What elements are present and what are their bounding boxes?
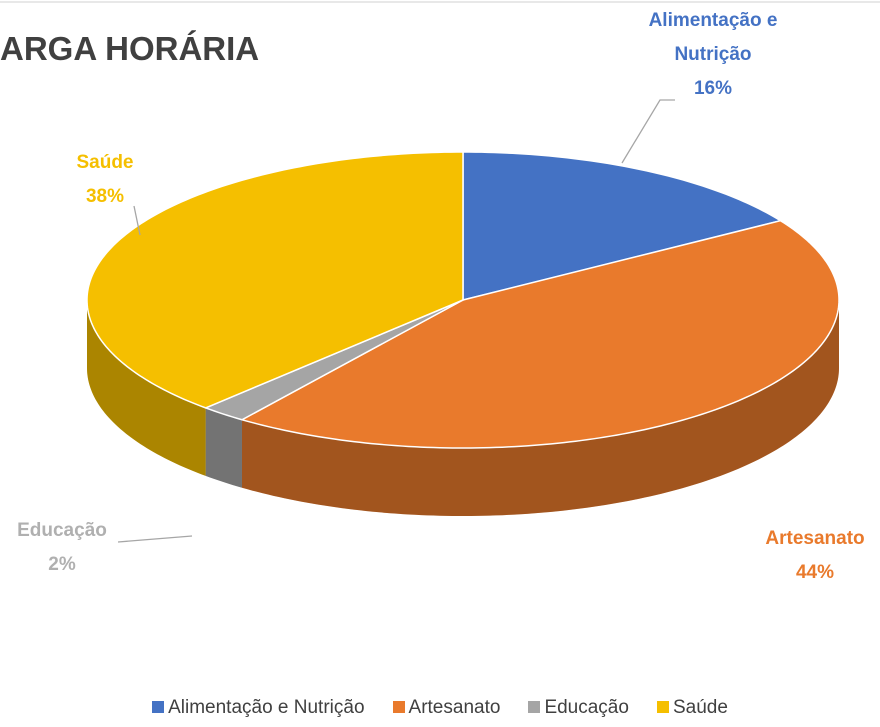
data-label: Alimentação e Nutrição 16% [623,4,803,106]
data-label-value: 44% [795,562,835,583]
data-label-name: Artesanato [765,528,865,549]
data-label: Artesanato 44% [735,522,880,590]
legend-label: Artesanato [408,697,501,718]
slice-side-shade [205,407,242,488]
data-label-value: 2% [48,554,76,575]
legend-swatch [528,701,541,713]
slice-side-shade [241,300,840,516]
legend-label: Alimentação e Nutrição [168,697,365,718]
legend-item: Saúde [656,697,728,719]
legend-item: Alimentação e Nutrição [152,697,365,719]
leader-line [117,535,193,543]
data-label-name: Saúde [76,152,134,173]
leader-line [133,205,141,236]
data-label-name: Alimentação e Nutrição [648,10,778,65]
data-label-value: 16% [693,78,733,99]
legend-swatch [152,701,165,713]
data-label: Educação 2% [0,514,124,582]
slice [241,219,840,449]
legend-label: Educação [544,697,629,718]
data-label: Saúde 38% [45,146,165,214]
legend: Alimentação e Nutrição Artesanato Educação… [0,697,880,719]
data-label-name: Educação [17,520,107,541]
slice [86,151,464,409]
data-label-value: 38% [85,186,125,207]
leader-line [621,99,675,164]
slice-side [205,407,242,488]
legend-item: Artesanato [392,697,501,719]
slice-side-shade [87,300,206,476]
legend-label: Saúde [672,697,728,718]
legend-item: Educação [528,697,629,719]
chart-title: ARGA HORÁRIA [0,30,260,67]
slice [204,299,464,421]
legend-swatch [392,701,405,713]
slice-side [241,300,840,516]
slice-side [87,300,206,476]
legend-swatch [656,701,669,713]
slice [462,151,782,301]
